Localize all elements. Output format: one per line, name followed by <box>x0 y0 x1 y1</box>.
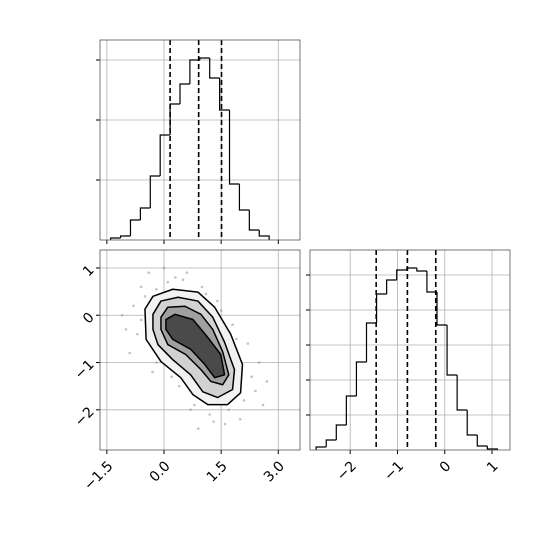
histogram-bin <box>139 207 151 220</box>
histogram-bin <box>169 103 180 135</box>
histogram-bin <box>396 269 407 280</box>
histogram-bin <box>476 435 488 447</box>
sample-point <box>227 408 231 412</box>
histogram-bin <box>446 325 458 376</box>
histogram-bin <box>149 175 161 208</box>
histogram-bin <box>355 361 367 396</box>
sample-point <box>155 287 158 291</box>
panel-frame <box>99 39 301 241</box>
panel-frame <box>309 249 511 451</box>
sample-point <box>200 285 204 289</box>
histogram-bin <box>386 279 397 294</box>
histogram-bin <box>456 375 468 411</box>
sample-point <box>162 266 166 270</box>
sample-point <box>174 276 177 279</box>
sample-point <box>257 361 261 364</box>
sample-point <box>193 403 196 407</box>
y-tick-label: −2 <box>72 404 98 430</box>
histogram-bin <box>228 110 240 185</box>
histogram-bin <box>486 446 499 450</box>
histogram-bin <box>406 267 417 270</box>
sample-point <box>139 318 143 322</box>
histogram-bin <box>179 83 190 104</box>
x-tick-label: −1 <box>381 458 407 484</box>
sample-point <box>155 361 158 364</box>
histogram-bin <box>315 446 327 450</box>
histogram-bin <box>466 410 478 436</box>
histogram-bin <box>416 268 427 272</box>
sample-point <box>139 285 143 289</box>
sample-point <box>238 417 242 421</box>
sample-point <box>177 384 181 388</box>
histogram-bin <box>209 58 220 79</box>
histogram-bin <box>238 184 250 211</box>
histogram-bin <box>436 292 448 326</box>
histogram-bin <box>219 78 230 111</box>
sample-point <box>136 332 139 336</box>
sample-point <box>196 427 200 431</box>
sample-point <box>212 420 215 423</box>
sample-point <box>265 380 269 383</box>
sample-point <box>128 351 132 355</box>
sample-point <box>219 309 223 312</box>
sample-point <box>120 313 124 317</box>
histogram-bin <box>248 210 260 231</box>
x-tick-label: 0 <box>437 458 455 476</box>
x-tick-label: −2 <box>334 458 360 484</box>
sample-point <box>216 299 219 303</box>
sample-point <box>181 278 185 282</box>
x-tick-label: 1.5 <box>204 458 231 485</box>
histogram-bin <box>258 230 270 240</box>
histogram-bin <box>159 134 171 176</box>
histogram-bin <box>119 235 131 238</box>
sample-point <box>231 323 234 327</box>
sample-point <box>185 271 189 274</box>
sample-point <box>151 370 154 374</box>
x-tick-label: 0.0 <box>147 458 174 485</box>
y-tick-label: −1 <box>72 357 98 383</box>
sample-point <box>204 292 208 296</box>
histogram-bin <box>345 395 357 425</box>
histogram-bin <box>365 322 377 362</box>
histogram-bin <box>110 237 121 240</box>
histogram-bin <box>199 57 210 60</box>
sample-point <box>166 280 170 284</box>
sample-point <box>208 413 212 416</box>
sample-point <box>235 337 238 341</box>
x-tick-label: −1.5 <box>81 458 116 493</box>
sample-point <box>261 403 265 407</box>
sample-point <box>254 389 257 393</box>
y-tick-label: 0 <box>80 310 98 328</box>
panel-frame <box>99 249 301 451</box>
sample-point <box>143 295 147 298</box>
sample-point <box>250 375 253 379</box>
histogram-bin <box>129 219 141 236</box>
sample-point <box>124 328 128 331</box>
sample-point <box>170 375 173 379</box>
histogram-bin <box>426 271 437 293</box>
sample-point <box>223 422 227 426</box>
sample-point <box>132 304 135 308</box>
x-tick-label: 3.0 <box>261 458 288 485</box>
histogram-bin <box>375 293 387 323</box>
sample-point <box>246 342 250 345</box>
x-tick-label: 1 <box>484 458 502 476</box>
sample-point <box>189 408 192 412</box>
y-tick-label: 1 <box>80 262 98 280</box>
histogram-bin <box>335 424 347 440</box>
sample-point <box>242 399 246 402</box>
histogram-bin <box>325 439 337 447</box>
histogram-bin <box>189 59 200 84</box>
sample-point <box>147 271 151 274</box>
contour <box>165 313 226 379</box>
